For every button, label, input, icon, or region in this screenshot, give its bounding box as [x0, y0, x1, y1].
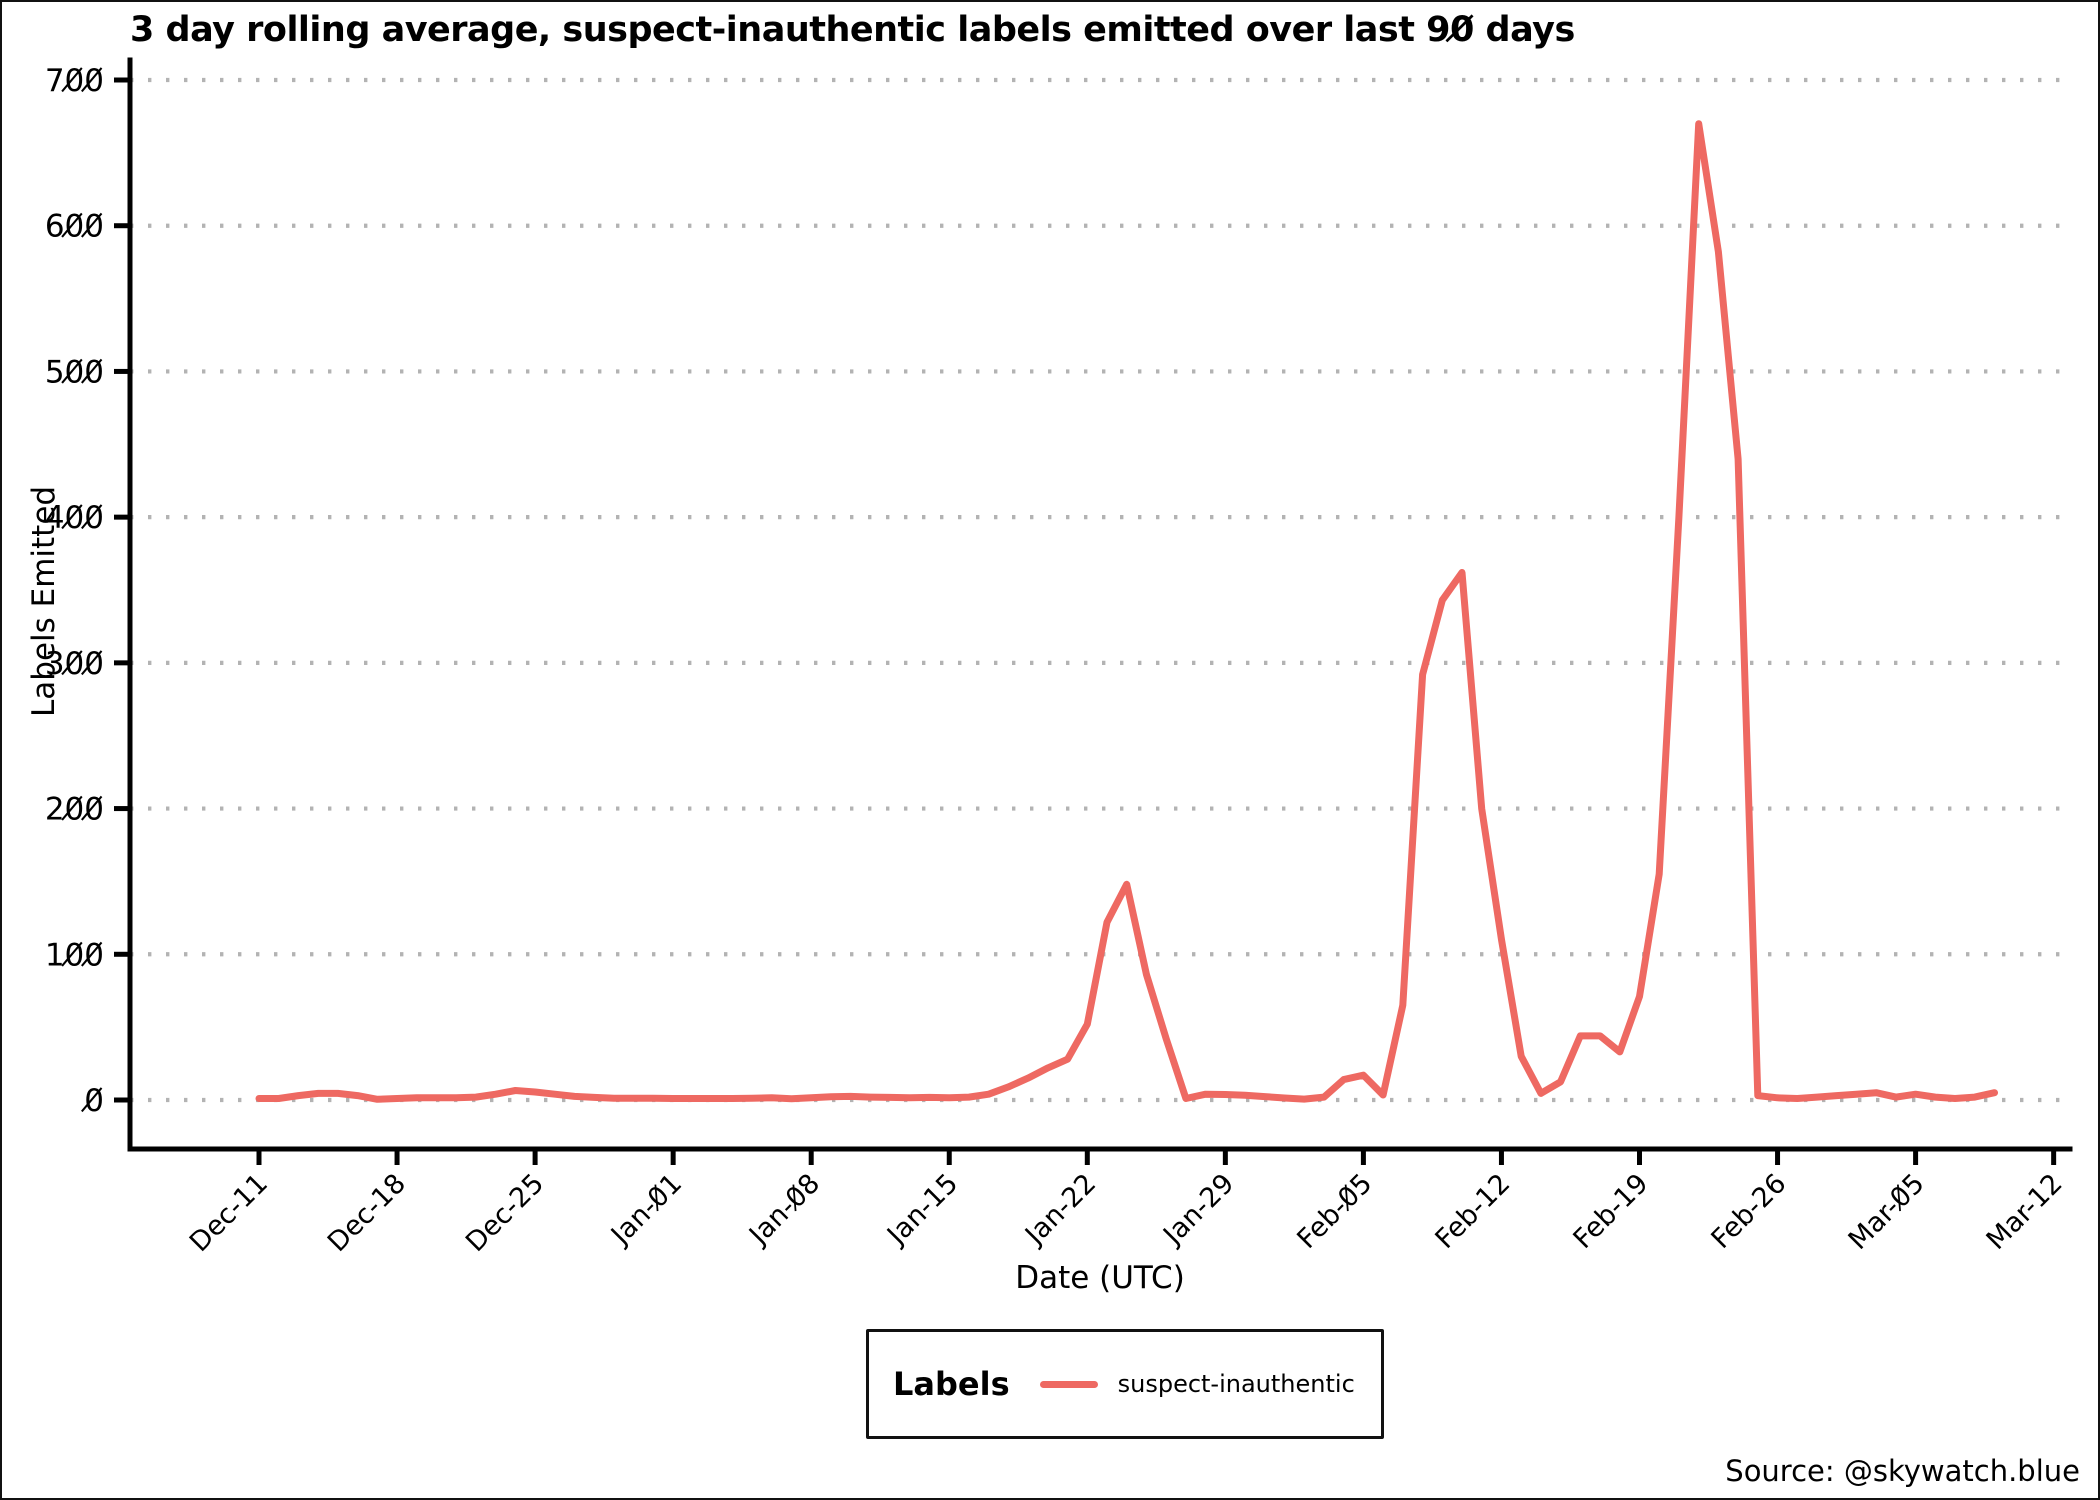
y-tick-label-700: 70̸0̸: [45, 63, 104, 99]
y-tick-label-500: 50̸0̸: [45, 354, 104, 390]
x-tick-label-Feb-12: Feb-12: [1429, 1168, 1516, 1255]
axis-spines: [127, 57, 2073, 1152]
y-tick-label-100: 10̸0̸: [45, 937, 104, 973]
x-tick-label-Dec-18: Dec-18: [322, 1168, 412, 1258]
x-tick-label-Mar-05: Mar-0̸5: [1843, 1168, 1931, 1256]
x-tick-label-Feb-05: Feb-0̸5: [1291, 1168, 1378, 1255]
y-tick-label-400: 40̸0̸: [45, 500, 104, 536]
x-tick-label-Dec-25: Dec-25: [460, 1168, 550, 1258]
x-tick-label-Jan-01: Jan-0̸1: [604, 1168, 688, 1252]
legend-box: Labels suspect-inauthentic: [866, 1329, 1384, 1439]
y-tick-label-600: 60̸0̸: [45, 209, 104, 245]
y-tick-label-200: 20̸0̸: [45, 792, 104, 828]
legend-line-swatch: [1039, 1380, 1098, 1388]
legend-series-label: suspect-inauthentic: [1117, 1370, 1355, 1398]
chart-title: 3 day rolling average, suspect-inauthent…: [130, 10, 1575, 50]
legend-title: Labels: [893, 1365, 1010, 1403]
x-tick-label-Jan-15: Jan-15: [880, 1168, 964, 1252]
y-tick-label-0: 0̸: [81, 1083, 104, 1119]
source-attribution: Source: @skywatch.blue: [1725, 1454, 2080, 1488]
x-tick-label-Jan-29: Jan-29: [1156, 1168, 1240, 1252]
series-line-suspect-inauthentic: [255, 120, 1998, 1103]
x-tick-label-Feb-19: Feb-19: [1568, 1168, 1655, 1255]
x-tick-label-Mar-12: Mar-12: [1981, 1168, 2069, 1256]
x-axis-label: Date (UTC): [1015, 1260, 1185, 1296]
x-tick-label-Feb-26: Feb-26: [1706, 1168, 1793, 1255]
x-tick-label-Jan-22: Jan-22: [1018, 1168, 1102, 1252]
x-tick-label-Dec-11: Dec-11: [184, 1168, 274, 1258]
x-tick-label-Jan-08: Jan-0̸8: [742, 1168, 826, 1252]
y-tick-label-300: 30̸0̸: [45, 646, 104, 682]
